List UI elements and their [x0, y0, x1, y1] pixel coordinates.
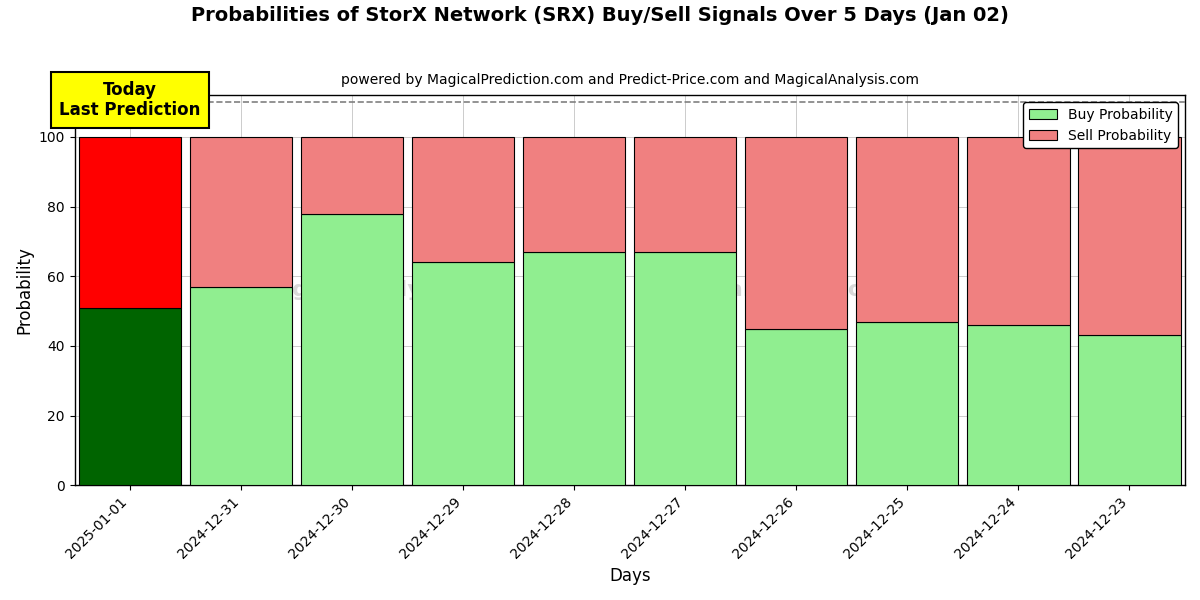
Text: Probabilities of StorX Network (SRX) Buy/Sell Signals Over 5 Days (Jan 02): Probabilities of StorX Network (SRX) Buy… — [191, 6, 1009, 25]
Bar — [857, 137, 959, 322]
Bar — [301, 137, 403, 214]
Bar — [301, 214, 403, 485]
Bar — [79, 308, 181, 485]
Bar — [523, 252, 625, 485]
Text: MagicalPrediction.com: MagicalPrediction.com — [654, 280, 940, 300]
Y-axis label: Probability: Probability — [16, 246, 34, 334]
Bar — [635, 252, 737, 485]
Bar — [745, 137, 847, 329]
Bar — [412, 137, 515, 262]
Bar — [635, 137, 737, 252]
Bar — [1079, 335, 1181, 485]
Text: Today
Last Prediction: Today Last Prediction — [60, 80, 200, 119]
Bar — [412, 262, 515, 485]
Bar — [190, 287, 293, 485]
Title: powered by MagicalPrediction.com and Predict-Price.com and MagicalAnalysis.com: powered by MagicalPrediction.com and Pre… — [341, 73, 919, 87]
X-axis label: Days: Days — [610, 567, 650, 585]
Bar — [523, 137, 625, 252]
Bar — [1079, 137, 1181, 335]
Bar — [79, 137, 181, 308]
Bar — [190, 137, 293, 287]
Legend: Buy Probability, Sell Probability: Buy Probability, Sell Probability — [1024, 102, 1178, 148]
Bar — [857, 322, 959, 485]
Text: MagicalAnalysis.com: MagicalAnalysis.com — [254, 280, 516, 300]
Bar — [745, 329, 847, 485]
Bar — [967, 137, 1069, 325]
Bar — [967, 325, 1069, 485]
